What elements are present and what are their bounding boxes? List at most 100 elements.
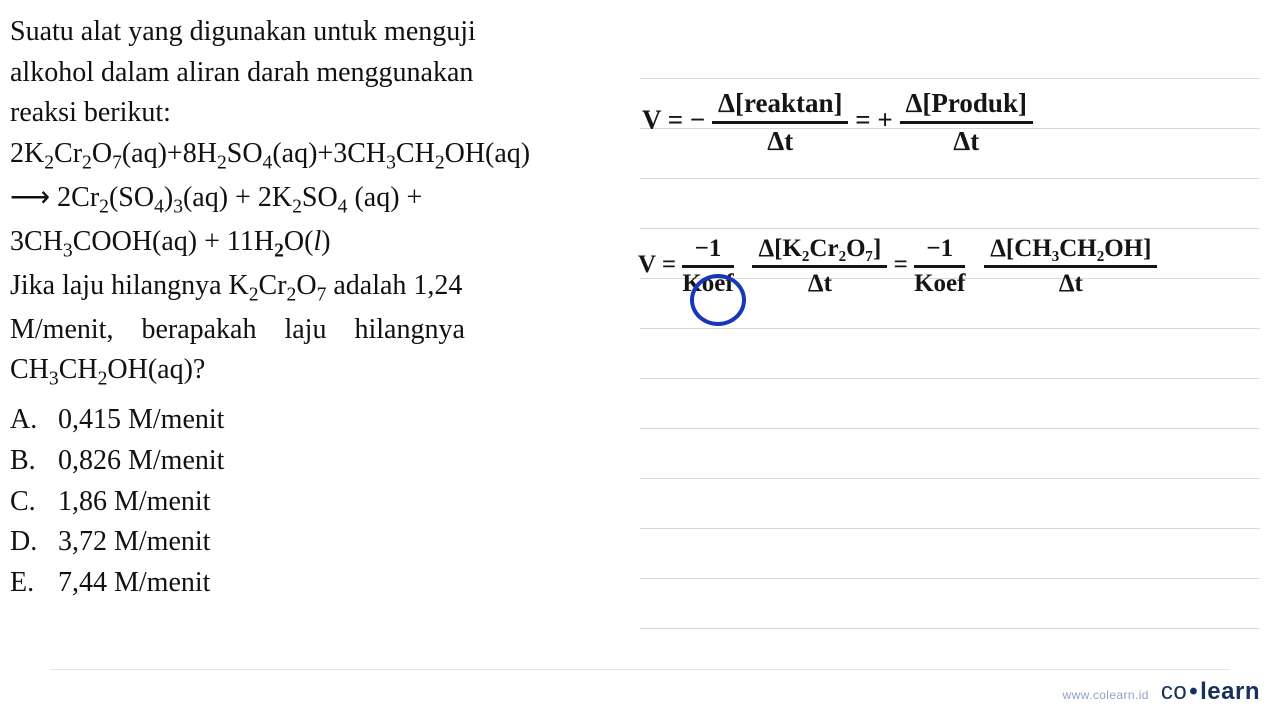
option-d-letter: D. (10, 522, 58, 563)
eq1-g: CH (396, 138, 435, 169)
equation-line-2: ⟶ 2Cr2(SO4)3(aq) + 2K2SO4 (aq) + (10, 178, 628, 222)
eq2-a: 2Cr (50, 182, 99, 213)
eq3-sub1: 3 (63, 240, 73, 261)
q1-a: Jika laju hilangnya K (10, 270, 249, 301)
ruled-line (640, 328, 1260, 329)
option-b-text: 0,826 M/menit (58, 441, 224, 482)
ruled-line (640, 228, 1260, 229)
hand-eq1-plus: + (877, 105, 892, 135)
eq3-c: O( (284, 226, 314, 257)
equation-line-1: 2K2Cr2O7(aq)+8H2SO4(aq)+3CH3CH2OH(aq) (10, 134, 628, 178)
hand-eq2-coef2-den: Koef (914, 268, 965, 298)
question-line-1: Jika laju hilangnya K2Cr2O7 adalah 1,24 (10, 266, 628, 310)
option-a: A. 0,415 M/menit (10, 400, 628, 441)
option-c: C. 1,86 M/menit (10, 482, 628, 523)
q3-sub1: 3 (49, 369, 59, 390)
eq2-c: ) (164, 182, 173, 213)
q1-c: O (296, 270, 316, 301)
brand-learn: learn (1200, 678, 1260, 705)
eq3-b: COOH(aq) + 11H (73, 226, 274, 257)
eq1-a: 2K (10, 138, 44, 169)
problem-block: Suatu alat yang digunakan untuk menguji … (10, 12, 628, 603)
eq2-sub2: 4 (154, 196, 164, 217)
hand-eq2-v: V = (638, 251, 682, 278)
eq1-b: Cr (54, 138, 82, 169)
q1-sub1: 2 (249, 284, 259, 305)
reaction-arrow-icon: ⟶ (10, 182, 50, 213)
option-e-letter: E. (10, 563, 58, 604)
eq1-sub6: 3 (386, 152, 396, 173)
footer: www.colearn.id co•learn (1063, 678, 1260, 706)
hand-eq1-num1: Δ[reaktan] (712, 88, 848, 124)
eq2-b: (SO (109, 182, 154, 213)
eq2-sub4: 2 (292, 196, 302, 217)
option-a-letter: A. (10, 400, 58, 441)
hand-eq1-minus: − (690, 105, 705, 135)
ruled-line (640, 428, 1260, 429)
ruled-line (640, 378, 1260, 379)
bottom-divider (50, 669, 1230, 670)
intro-line-2: alkohol dalam aliran darah menggunakan (10, 53, 628, 94)
footer-brand: co•learn (1161, 678, 1260, 706)
eq1-sub1: 2 (44, 152, 54, 173)
question-line-3: CH3CH2OH(aq)? (10, 350, 628, 394)
eq1-e: SO (227, 138, 263, 169)
question-line-2: M/menit, berapakah laju hilangnya (10, 310, 628, 351)
option-d-text: 3,72 M/menit (58, 522, 210, 563)
option-b-letter: B. (10, 441, 58, 482)
eq1-sub7: 2 (435, 152, 445, 173)
handwritten-area: V = − Δ[reaktan] Δt = + Δ[Produk] Δt V =… (640, 40, 1260, 660)
eq2-sub1: 2 (99, 196, 109, 217)
eq3-a: 3CH (10, 226, 63, 257)
circle-annotation-icon (690, 274, 746, 326)
hand-eq1-den1: Δt (712, 124, 848, 157)
footer-url: www.colearn.id (1063, 688, 1149, 702)
hand-eq2-frac1-den: Δt (752, 268, 887, 298)
options-list: A. 0,415 M/menit B. 0,826 M/menit C. 1,8… (10, 400, 628, 603)
hand-eq2-coef2-num: −1 (914, 235, 965, 268)
eq1-sub2: 2 (82, 152, 92, 173)
option-a-text: 0,415 M/menit (58, 400, 224, 441)
brand-co: co (1161, 678, 1187, 705)
option-e-text: 7,44 M/menit (58, 563, 210, 604)
hand-eq1-v: V = (642, 105, 690, 135)
hand-eq1-frac1: Δ[reaktan] Δt (712, 88, 848, 157)
eq2-sub3: 3 (173, 196, 183, 217)
ruled-line (640, 628, 1260, 629)
ruled-line (640, 478, 1260, 479)
eq1-sub4: 2 (217, 152, 227, 173)
intro-line-1: Suatu alat yang digunakan untuk menguji (10, 12, 628, 53)
eq1-c: O (92, 138, 112, 169)
q1-d: adalah 1,24 (326, 270, 462, 301)
option-c-text: 1,86 M/menit (58, 482, 210, 523)
ruled-line (640, 578, 1260, 579)
eq1-h: OH(aq) (445, 138, 531, 169)
ruled-line (640, 178, 1260, 179)
hand-eq2-frac1-num: Δ[K₂Cr₂O₇] (752, 235, 887, 268)
eq1-sub3: 7 (112, 152, 122, 173)
eq3-sub2: 2 (274, 240, 284, 261)
hand-eq2-frac1: Δ[K₂Cr₂O₇] Δt (752, 235, 887, 298)
option-e: E. 7,44 M/menit (10, 563, 628, 604)
hand-eq1-num2: Δ[Produk] (900, 88, 1033, 124)
hand-eq2-coef2: −1 Koef (914, 235, 965, 298)
q1-sub3: 7 (317, 284, 327, 305)
hand-eq1: V = − Δ[reaktan] Δt = + Δ[Produk] Δt (642, 88, 1033, 157)
q3-c: OH(aq)? (107, 354, 205, 385)
eq1-sub5: 4 (263, 152, 273, 173)
hand-eq2-frac2-den: Δt (984, 268, 1157, 298)
hand-eq2-frac2-num: Δ[CH₃CH₂OH] (984, 235, 1157, 268)
eq2-f: (aq) + (347, 182, 422, 213)
hand-eq2-frac2: Δ[CH₃CH₂OH] Δt (984, 235, 1157, 298)
hand-eq2-equals: = (894, 251, 915, 278)
q1-b: Cr (259, 270, 287, 301)
ruled-line (640, 78, 1260, 79)
hand-eq1-frac2: Δ[Produk] Δt (900, 88, 1033, 157)
hand-eq1-den2: Δt (900, 124, 1033, 157)
equation-line-3: 3CH3COOH(aq) + 11H2O(l) (10, 222, 628, 266)
eq2-d: (aq) + 2K (183, 182, 292, 213)
option-d: D. 3,72 M/menit (10, 522, 628, 563)
hand-eq2-coef1-num: −1 (682, 235, 733, 268)
ruled-line (640, 528, 1260, 529)
intro-line-3: reaksi berikut: (10, 93, 628, 134)
